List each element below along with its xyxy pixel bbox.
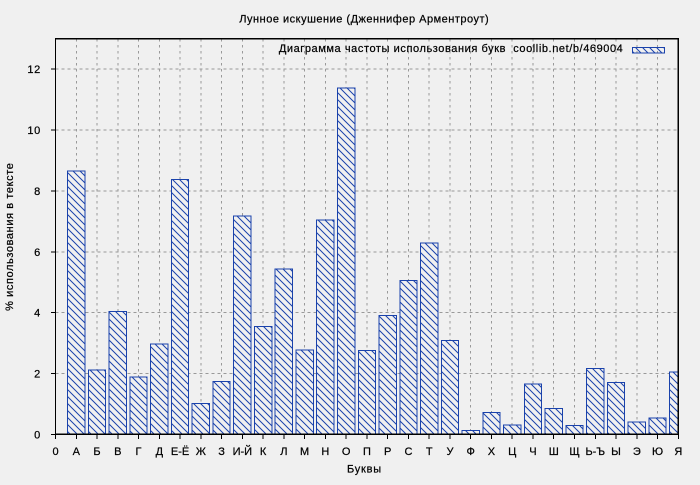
svg-text:Ф: Ф (467, 446, 475, 458)
svg-text:6: 6 (34, 247, 41, 259)
svg-text:Т: Т (426, 446, 433, 458)
svg-text:С: С (404, 446, 412, 458)
svg-text:4: 4 (34, 308, 41, 320)
svg-text:М: М (300, 446, 309, 458)
svg-text:У: У (446, 446, 454, 458)
svg-text:Буквы: Буквы (347, 464, 382, 476)
svg-text:Ы: Ы (611, 446, 621, 458)
svg-text:% использования в тексте: % использования в тексте (4, 163, 16, 311)
svg-text:Б: Б (93, 446, 100, 458)
svg-text:2: 2 (34, 368, 41, 380)
svg-text:Э: Э (633, 446, 641, 458)
svg-text:Ш: Ш (549, 446, 559, 458)
svg-text:О: О (342, 446, 351, 458)
svg-text:Н: Н (321, 446, 329, 458)
svg-text:Ц: Ц (508, 446, 516, 458)
svg-text:В: В (114, 446, 121, 458)
svg-text:8: 8 (34, 186, 41, 198)
svg-text:Е-Ё: Е-Ё (171, 446, 189, 458)
svg-text:Щ: Щ (569, 446, 579, 458)
svg-text:Ч: Ч (529, 446, 536, 458)
svg-text:Ю: Ю (652, 446, 663, 458)
svg-text:0: 0 (34, 429, 41, 441)
svg-text:Ь-Ъ: Ь-Ъ (585, 446, 605, 458)
svg-text:0: 0 (52, 446, 58, 458)
svg-text:Л: Л (280, 446, 287, 458)
svg-text:Ж: Ж (196, 446, 206, 458)
svg-text:Г: Г (136, 446, 142, 458)
svg-text:А: А (73, 446, 81, 458)
svg-text:К: К (260, 446, 267, 458)
svg-text:10: 10 (27, 125, 40, 137)
svg-text:З: З (218, 446, 225, 458)
svg-text:Лунное искушение (Дженнифер Ар: Лунное искушение (Дженнифер Арментроут) (239, 13, 489, 25)
svg-text:П: П (363, 446, 371, 458)
svg-text:Д: Д (156, 446, 164, 458)
svg-text:Р: Р (384, 446, 391, 458)
svg-text:12: 12 (27, 64, 40, 76)
svg-text:Х: Х (488, 446, 496, 458)
svg-text:Я: Я (674, 446, 682, 458)
svg-text:И-Й: И-Й (233, 445, 252, 458)
svg-text:Диаграмма частоты использовани: Диаграмма частоты использования букв coo… (279, 43, 624, 55)
